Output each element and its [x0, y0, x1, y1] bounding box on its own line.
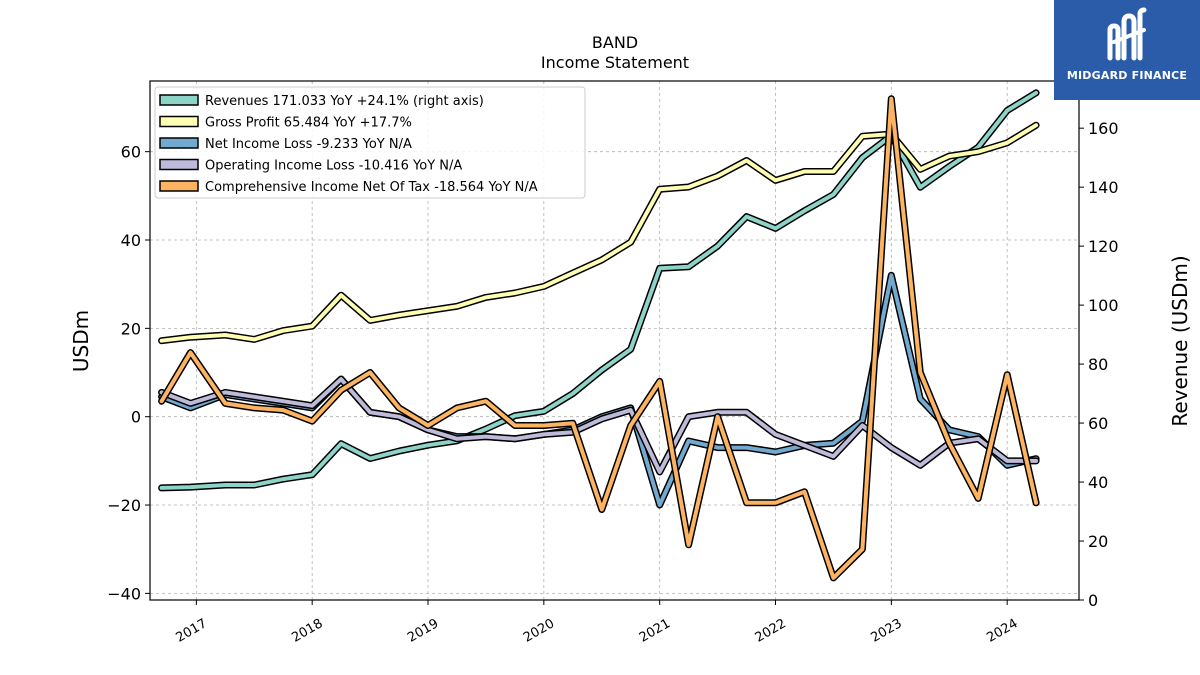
y-right-tick-label: 80 — [1088, 355, 1108, 374]
legend-swatch-2 — [159, 137, 199, 149]
y-right-tick-label: 120 — [1088, 237, 1119, 256]
x-tick-label: 2019 — [405, 616, 441, 646]
legend: Revenues 171.033 YoY +24.1% (right axis)… — [154, 86, 586, 199]
x-tick-label: 2022 — [753, 616, 789, 646]
series-lines — [158, 89, 1040, 582]
legend-label-3: Operating Income Loss -10.416 YoY N/A — [205, 159, 462, 174]
x-tick-label: 2020 — [521, 616, 557, 646]
chart-title: BAND — [592, 33, 638, 52]
y-axis-label-left: USDm — [69, 310, 93, 372]
brand-logo: MIDGARD FINANCE — [1054, 0, 1200, 100]
y-axis-left: −40 −20 0 20 40 60 — [107, 143, 150, 603]
series-line-2 — [159, 273, 1039, 507]
y-right-tick-label: 100 — [1088, 296, 1119, 315]
plot-frame — [149, 80, 1080, 601]
legend-box — [154, 86, 586, 199]
x-tick-label: 2017 — [174, 616, 210, 646]
y-tick-label: 0 — [131, 408, 141, 427]
y-right-tick-label: 40 — [1088, 473, 1108, 492]
x-tick-label: 2018 — [289, 616, 325, 646]
legend-label-4: Comprehensive Income Net Of Tax -18.564 … — [205, 180, 538, 195]
y-axis-right: 0 20 40 60 80 100 120 140 160 — [1079, 119, 1119, 610]
y-tick-label: −20 — [107, 496, 141, 515]
series-line-outline-2 — [158, 271, 1040, 509]
y-tick-label: 40 — [121, 231, 141, 250]
legend-swatch-1 — [159, 115, 199, 128]
brand-name: MIDGARD FINANCE — [1066, 69, 1188, 82]
x-tick-label: 2021 — [637, 616, 673, 646]
midgard-logo-icon — [1107, 7, 1147, 61]
legend-swatch-0 — [159, 94, 199, 106]
y-right-tick-label: 60 — [1088, 414, 1108, 433]
y-right-tick-label: 20 — [1088, 532, 1108, 551]
legend-swatch-4 — [159, 180, 199, 192]
legend-label-2: Net Income Loss -9.233 YoY N/A — [205, 137, 412, 152]
series-line-3 — [159, 377, 1039, 474]
y-tick-label: 20 — [121, 319, 141, 338]
legend-label-1: Gross Profit 65.484 YoY +17.7% — [205, 116, 412, 131]
y-axis-label-right: Revenue (USDm) — [1168, 255, 1192, 426]
x-axis: 2017 2018 2019 2020 2021 2022 2023 2024 — [174, 600, 1021, 646]
y-right-tick-label: 0 — [1088, 591, 1098, 610]
chart-subtitle: Income Statement — [541, 53, 689, 72]
legend-label-0: Revenues 171.033 YoY +24.1% (right axis) — [205, 94, 484, 109]
x-tick-label: 2023 — [869, 616, 905, 646]
y-right-tick-label: 160 — [1088, 119, 1119, 138]
y-tick-label: −40 — [107, 584, 141, 603]
y-tick-label: 60 — [121, 143, 141, 162]
legend-swatch-3 — [159, 158, 199, 171]
series-line-4 — [159, 96, 1039, 580]
y-right-tick-label: 140 — [1088, 178, 1119, 197]
x-tick-label: 2024 — [984, 616, 1020, 646]
